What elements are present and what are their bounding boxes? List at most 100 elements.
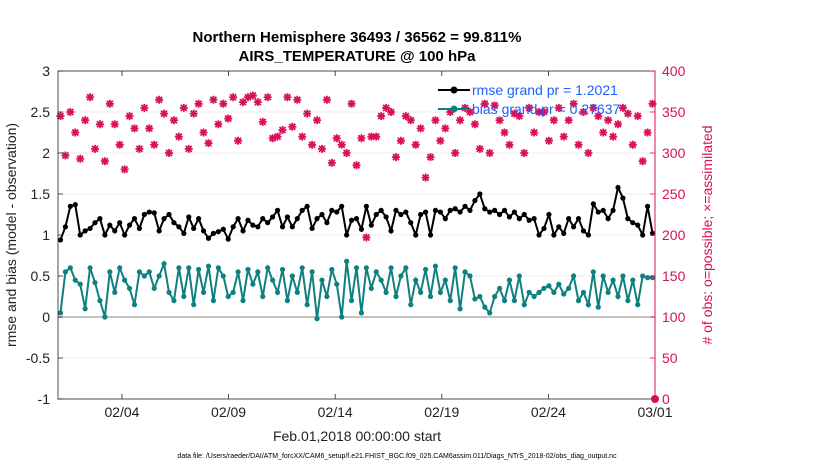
rmse-point (556, 224, 562, 230)
obs-marker (490, 101, 499, 110)
rmse-point (418, 211, 424, 218)
obs-marker (100, 157, 109, 166)
legend-rmse-marker (450, 86, 458, 94)
bias-point (570, 273, 577, 279)
rmse-point (585, 232, 591, 238)
obs-marker (396, 136, 405, 145)
rmse-point (314, 216, 320, 222)
obs-marker (618, 103, 627, 112)
rmse-point (595, 209, 601, 215)
bias-point (531, 293, 537, 300)
obs-marker (530, 128, 539, 137)
obs-marker (150, 140, 159, 149)
obs-marker (589, 103, 598, 112)
bias-point (57, 310, 64, 316)
rmse-point (250, 222, 256, 228)
rmse-point (408, 220, 414, 226)
obs-marker (480, 99, 489, 108)
obs-marker (239, 98, 248, 107)
obs-marker (317, 144, 326, 153)
bias-point (640, 273, 646, 279)
obs-marker (539, 108, 548, 116)
y-right-tick-label: 100 (662, 309, 686, 325)
bias-point (566, 285, 572, 291)
rmse-point (126, 222, 133, 228)
rmse-point (77, 232, 83, 238)
rmse-point (452, 206, 458, 212)
bias-point (161, 261, 167, 267)
obs-marker (564, 116, 573, 125)
obs-marker (401, 112, 410, 121)
y-left-tick-label: 1 (42, 227, 50, 243)
obs-marker (426, 153, 435, 162)
rmse-point (580, 228, 587, 234)
rmse-point (501, 207, 508, 213)
bias-point (284, 298, 291, 304)
bias-point (220, 273, 226, 279)
y-right-tick-label: 250 (662, 186, 686, 202)
y-axis-left: -1 -0.5 0 0.5 1 1.5 2 2.5 3 (26, 63, 63, 407)
rmse-point (191, 225, 197, 232)
rmse-point (363, 203, 369, 209)
rmse-point (383, 214, 389, 220)
rmse-point (265, 220, 271, 226)
bias-point (521, 302, 527, 308)
legend-bias-marker (450, 105, 458, 113)
obs-marker (623, 109, 632, 118)
bias-point (304, 302, 310, 308)
obs-marker (559, 132, 568, 141)
rmse-point (378, 207, 384, 213)
obs-marker (525, 103, 534, 112)
obs-marker (263, 93, 272, 102)
rmse-point (136, 225, 143, 232)
rmse-point (166, 211, 172, 218)
y-right-tick-label: 150 (662, 268, 686, 284)
obs-marker (229, 93, 238, 102)
rmse-markers (57, 184, 656, 243)
bias-point (171, 298, 177, 304)
obs-marker (470, 120, 479, 129)
bias-point (92, 279, 98, 286)
rmse-point (496, 211, 503, 218)
legend-bias-label: bias grand pr = 0.27637 (472, 101, 620, 117)
obs-marker (584, 149, 593, 157)
rmse-point (67, 203, 73, 209)
bias-point (117, 265, 123, 271)
obs-marker (61, 151, 70, 160)
obs-marker (391, 153, 400, 162)
rmse-point (457, 209, 463, 215)
obs-marker (243, 93, 252, 102)
rmse-point (477, 191, 483, 197)
rmse-point (319, 211, 325, 218)
rmse-point (196, 216, 202, 222)
y-left-tick-label: -0.5 (26, 350, 50, 366)
rmse-point (274, 207, 281, 213)
obs-marker (76, 154, 85, 163)
bias-point (309, 269, 315, 275)
bias-point (447, 298, 453, 304)
rmse-point (521, 211, 527, 218)
rmse-point (260, 216, 266, 222)
obs-marker (421, 173, 430, 182)
obs-marker (189, 109, 198, 118)
rmse-point (630, 220, 636, 226)
rmse-point (200, 228, 207, 234)
rmse-point (447, 207, 453, 213)
bias-point (186, 265, 192, 271)
rmse-point (353, 216, 360, 222)
obs-marker (209, 95, 218, 104)
rmse-point (107, 222, 113, 228)
rmse-point (62, 224, 69, 230)
obs-marker (461, 103, 470, 112)
obs-marker (569, 99, 578, 108)
bias-point (496, 285, 503, 291)
bias-point (398, 273, 404, 279)
obs-marker (86, 93, 95, 102)
bias-point (541, 285, 547, 291)
obs-marker (258, 117, 267, 126)
y-left-tick-label: 1.5 (31, 186, 51, 202)
obs-marker (169, 116, 178, 125)
bias-point (230, 289, 236, 295)
obs-marker (105, 99, 114, 108)
bias-point (561, 291, 567, 297)
